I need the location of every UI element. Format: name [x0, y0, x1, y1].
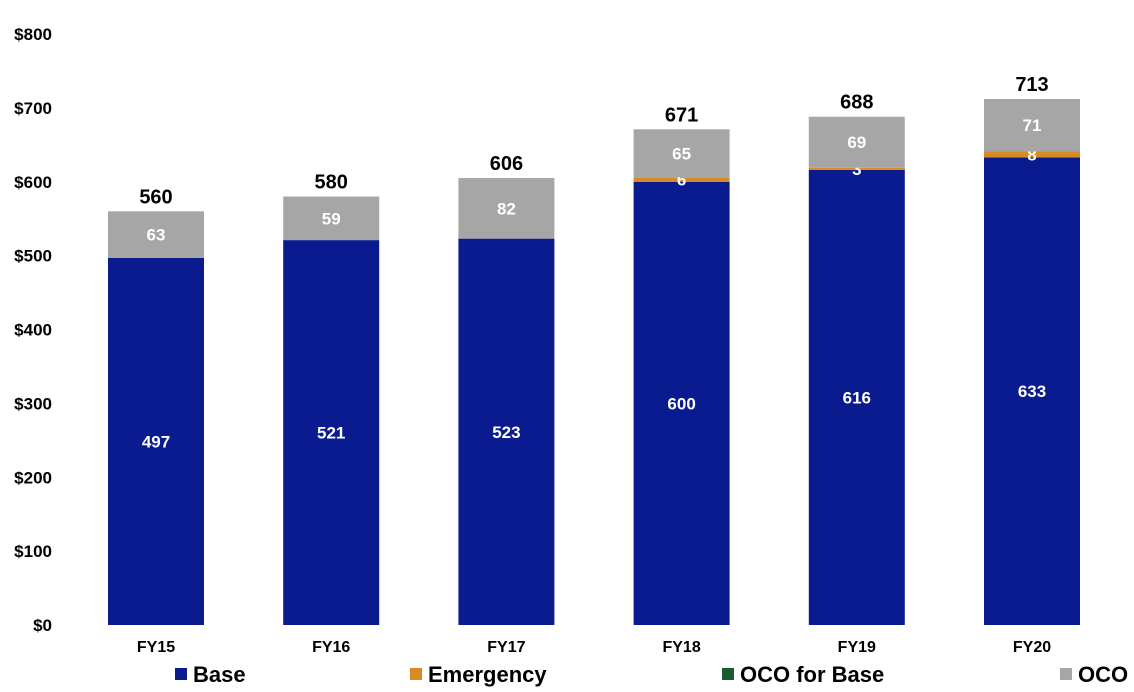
x-tick-label: FY17	[487, 639, 525, 656]
data-label: 8	[1027, 145, 1036, 164]
legend: Base Emergency OCO for Base OCO	[175, 662, 1128, 687]
data-label: 63	[147, 226, 166, 245]
data-label: 600	[667, 394, 695, 413]
bar-segment-emergency	[808, 167, 905, 170]
bar-segment-oco	[633, 129, 730, 178]
y-tick-label: $800	[14, 25, 52, 44]
x-tick-label: FY19	[838, 639, 876, 656]
legend-label: OCO for Base	[740, 662, 884, 687]
x-tick-label: FY16	[312, 639, 350, 656]
bar-segment-oco	[984, 99, 1080, 152]
y-tick-label: $100	[14, 542, 52, 561]
total-label: 560	[139, 186, 172, 208]
legend-label: OCO	[1078, 662, 1128, 687]
x-tick-label: FY18	[662, 639, 700, 656]
data-label: 523	[492, 423, 520, 442]
data-label: 497	[142, 432, 170, 451]
y-tick-label: $400	[14, 321, 52, 340]
x-axis: FY15 FY16 FY17 FY18 FY19 FY20	[137, 639, 1051, 656]
bar-segment-emergency	[633, 177, 730, 182]
data-label: 65	[672, 144, 691, 163]
legend-swatch-emergency	[410, 668, 422, 680]
x-tick-label: FY15	[137, 639, 175, 656]
x-tick-label: FY20	[1013, 639, 1051, 656]
legend-label: Base	[193, 662, 246, 687]
legend-swatch-oco-for-base	[722, 668, 734, 680]
total-label: 606	[490, 153, 523, 175]
data-label: 3	[852, 160, 861, 179]
data-label: 69	[847, 133, 866, 152]
bar-segment-oco	[283, 196, 380, 241]
total-label: 671	[665, 104, 698, 126]
bar-segment-base	[633, 181, 730, 625]
data-label: 6	[677, 171, 686, 190]
y-axis: $0 $100 $200 $300 $400 $500 $600 $700 $800	[14, 25, 52, 635]
data-label: 521	[317, 424, 345, 443]
bar-segment-base	[458, 238, 555, 626]
bar-segment-base	[808, 169, 905, 625]
total-label: 580	[315, 172, 348, 194]
bar-segment-base	[984, 157, 1080, 625]
data-label: 59	[322, 209, 341, 228]
bar-segment-emergency	[984, 151, 1080, 158]
bar-segment-oco	[808, 116, 905, 168]
y-tick-label: $200	[14, 468, 52, 487]
y-tick-label: $600	[14, 173, 52, 192]
legend-swatch-oco	[1060, 668, 1072, 680]
y-tick-label: $0	[33, 616, 52, 635]
data-label: 82	[497, 199, 516, 218]
y-tick-label: $300	[14, 394, 52, 413]
bar-segment-base	[283, 240, 380, 625]
legend-label: Emergency	[428, 662, 547, 687]
y-tick-label: $700	[14, 99, 52, 118]
y-tick-label: $500	[14, 247, 52, 266]
data-label: 633	[1018, 382, 1046, 401]
bar-segment-oco	[458, 178, 555, 239]
bar-segment-oco	[108, 211, 204, 258]
total-label: 713	[1015, 74, 1048, 96]
legend-swatch-base	[175, 668, 187, 680]
total-label: 688	[840, 92, 873, 114]
bar-segment-base	[108, 257, 204, 625]
data-label: 71	[1023, 116, 1042, 135]
bars: 497 63 560 521 59 580 523 82 606 600 6 65 671 616 3 69 6…	[108, 74, 1080, 626]
data-label: 616	[843, 388, 871, 407]
